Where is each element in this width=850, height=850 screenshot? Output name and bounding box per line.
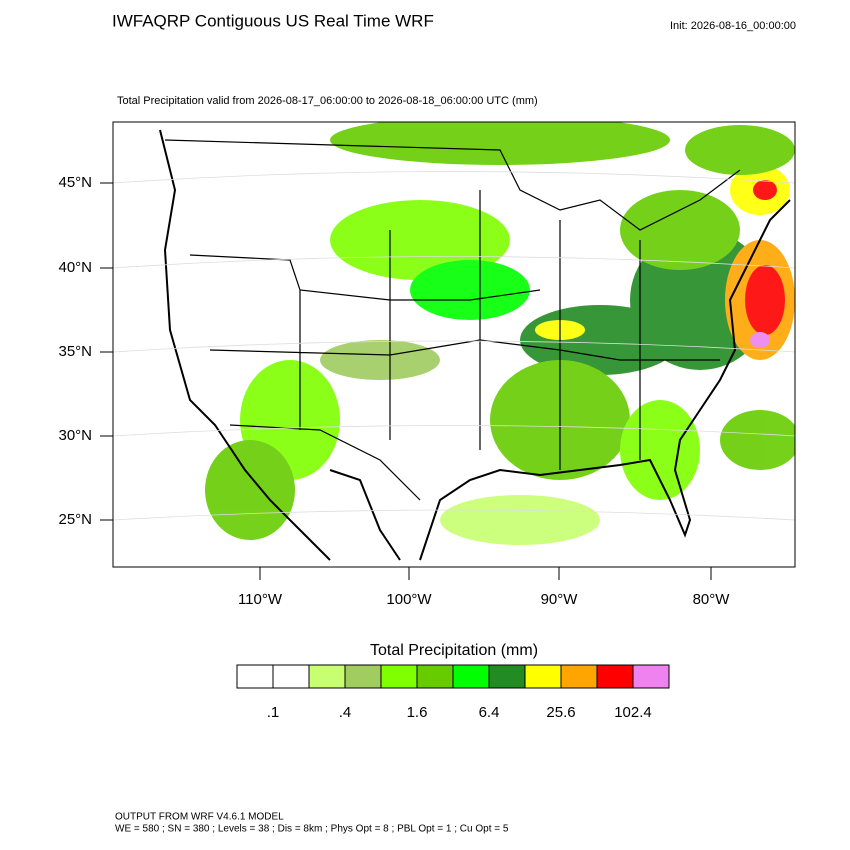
colorbar-box [380, 664, 418, 689]
colorbar-box [272, 664, 310, 689]
lat-label: 40°N [58, 259, 92, 276]
colorbar-label: .4 [339, 704, 352, 721]
lon-label: 110°W [238, 591, 283, 608]
map-frame [112, 121, 796, 568]
colorbar-box [488, 664, 526, 689]
precip-field [205, 122, 795, 545]
lat-label: 35°N [58, 343, 92, 360]
borders [164, 139, 741, 501]
colorbar-label: 6.4 [479, 704, 500, 721]
colorbar-box [632, 664, 670, 689]
colorbar-box [416, 664, 454, 689]
title: IWFAQRP Contiguous US Real Time WRF [112, 11, 434, 30]
colorbar-box [596, 664, 634, 689]
graticule [113, 171, 795, 521]
lat-axis: 45°N 40°N 35°N 30°N 25°N [58, 174, 113, 528]
colorbar-title: Total Precipitation (mm) [370, 642, 538, 659]
subtitle: Total Precipitation valid from 2026-08-1… [117, 95, 538, 107]
footer-line: WE = 580 ; SN = 380 ; Levels = 38 ; Dis … [115, 824, 509, 835]
colorbar-label: .1 [267, 704, 280, 721]
lon-axis: 110°W 100°W 90°W 80°W [238, 567, 730, 608]
colorbar-box [560, 664, 598, 689]
init-time: Init: 2026-08-16_00:00:00 [670, 20, 796, 32]
colorbar-box [452, 664, 490, 689]
colorbar-box [524, 664, 562, 689]
colorbar-box [236, 664, 274, 689]
lat-label: 25°N [58, 511, 92, 528]
coastline [159, 129, 791, 561]
colorbar-label: 102.4 [614, 704, 652, 721]
footer-line: OUTPUT FROM WRF V4.6.1 MODEL [115, 812, 284, 823]
lon-label: 100°W [386, 591, 432, 608]
colorbar: .1 .4 1.6 6.4 25.6 102.4 [236, 664, 670, 721]
map-area [113, 122, 795, 567]
lat-label: 30°N [58, 427, 92, 444]
lon-label: 90°W [541, 591, 579, 608]
colorbar-label: 1.6 [407, 704, 428, 721]
lat-label: 45°N [58, 174, 92, 191]
colorbar-label: 25.6 [546, 704, 575, 721]
lon-label: 80°W [693, 591, 731, 608]
colorbar-box [344, 664, 382, 689]
colorbar-box [308, 664, 346, 689]
